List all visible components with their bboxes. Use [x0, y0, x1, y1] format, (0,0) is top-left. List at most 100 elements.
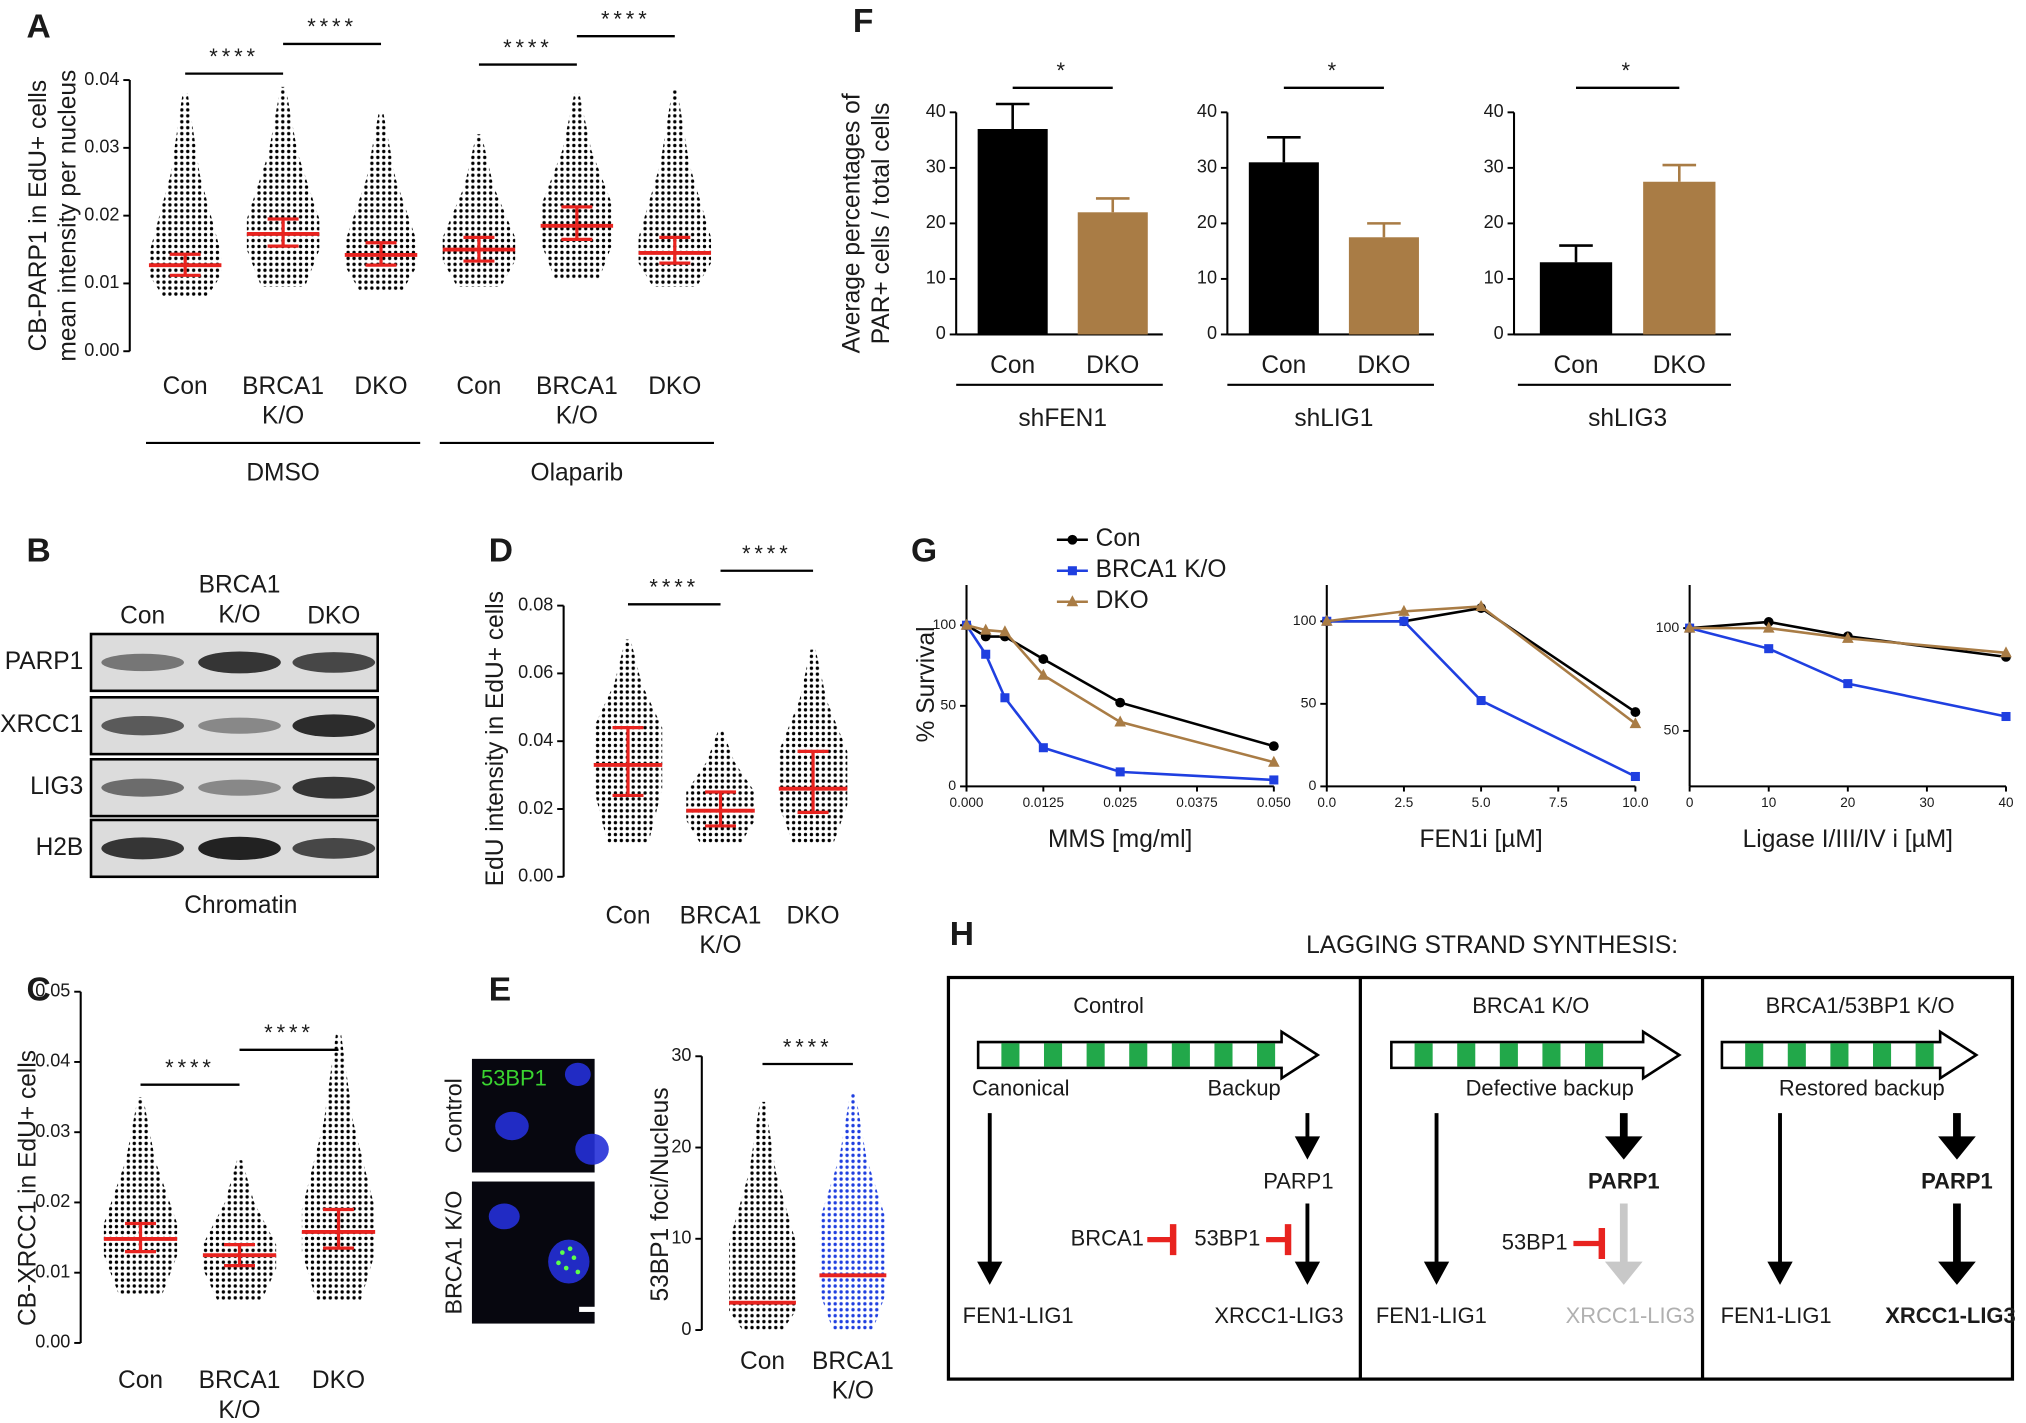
x-axis-title: MMS [mg/ml]	[1048, 826, 1192, 853]
blot-band	[198, 779, 281, 796]
x-tick-label-box: BRCA1 K/O	[812, 1348, 894, 1405]
product-label: FEN1-LIG1	[1721, 1303, 1832, 1328]
y-tick-label: 0	[681, 1319, 691, 1339]
dot-cloud	[778, 649, 848, 843]
y-tick-label: 20	[1197, 212, 1217, 232]
okazaki-fragment	[1043, 1043, 1063, 1067]
significance-label: ****	[742, 541, 792, 566]
focus	[560, 1250, 565, 1255]
data-point	[1399, 616, 1409, 626]
dot-cloud	[103, 1097, 178, 1294]
data-point	[1476, 696, 1486, 706]
arrow-head	[1294, 1136, 1321, 1160]
x-tick-label-box: BRCA1 K/O	[680, 903, 762, 960]
x-tick-label: 0.0375	[1176, 795, 1217, 810]
y-axis-title: % Survival	[913, 626, 941, 743]
y-tick-label: 10	[671, 1228, 691, 1248]
x-tick-label: 40	[1998, 795, 2013, 810]
lane-label-box: DKO	[307, 603, 360, 630]
y-tick-label: 0.00	[35, 1332, 70, 1352]
product-label: XRCC1-LIG3	[1885, 1303, 2015, 1328]
dot-cloud	[148, 93, 222, 297]
x-tick-label: Con	[456, 373, 502, 401]
y-tick-label: 0	[1494, 323, 1504, 343]
significance-label: ****	[264, 1020, 314, 1045]
x-tick-label-box: Con	[163, 373, 208, 400]
x-tick-label: 7.5	[1549, 795, 1568, 810]
y-tick-label: 0.08	[518, 594, 553, 614]
x-tick-label: 0	[1686, 795, 1694, 810]
y-tick-label: 0.01	[84, 272, 119, 292]
arrow-head	[1294, 1261, 1321, 1285]
legend-marker	[1066, 595, 1079, 607]
y-tick-label: 0.01	[35, 1261, 70, 1281]
dot-cloud	[819, 1092, 887, 1331]
data-point	[1629, 717, 1642, 729]
panel-label: D	[489, 533, 513, 570]
nucleus	[495, 1111, 529, 1141]
data-point	[981, 649, 991, 659]
focus	[571, 1255, 577, 1261]
dot-cloud	[301, 1033, 376, 1301]
y-tick-label: 20	[926, 212, 946, 232]
legend-label: DKO	[1096, 587, 1149, 614]
x-tick-label: DKO	[786, 902, 840, 930]
data-point	[1843, 679, 1853, 689]
arrow-head	[1938, 1261, 1976, 1285]
x-tick-label: 5.0	[1472, 795, 1491, 810]
group-label: shLIG1	[1294, 405, 1373, 432]
okazaki-fragment	[1171, 1043, 1190, 1067]
group-label: shLIG3	[1588, 405, 1667, 432]
okazaki-fragment	[1915, 1043, 1934, 1067]
y-tick-label: 50	[1664, 723, 1680, 739]
y-tick-label: 20	[671, 1136, 691, 1156]
data-point	[1037, 668, 1050, 680]
okazaki-fragment	[1499, 1043, 1518, 1067]
y-tick-label: 50	[940, 698, 956, 714]
blot-band	[292, 776, 376, 799]
significance-label: *	[1621, 58, 1633, 83]
y-tick-label: 10	[1484, 268, 1504, 288]
series-line	[965, 624, 1274, 782]
focus	[556, 1260, 561, 1266]
significance-label: *	[1057, 58, 1069, 83]
product-label: XRCC1-LIG3	[1566, 1303, 1695, 1328]
y-tick-label: 10	[1197, 268, 1217, 288]
okazaki-fragment	[1872, 1043, 1892, 1067]
x-tick-label: 10.0	[1622, 795, 1648, 810]
focus	[563, 1265, 569, 1271]
product-label: FEN1-LIG1	[963, 1303, 1074, 1328]
panel-label: F	[853, 3, 874, 40]
data-point	[1115, 697, 1126, 708]
x-tick-label: DKO	[648, 373, 702, 401]
okazaki-fragment	[1086, 1043, 1105, 1067]
protein-label: PARP1	[1263, 1169, 1333, 1194]
panel-label: H	[950, 916, 974, 953]
significance-label: ****	[307, 14, 357, 39]
row-label: H2B	[36, 834, 84, 861]
significance-label: ****	[165, 1055, 215, 1080]
dot-cloud	[202, 1160, 277, 1301]
pathway-label: Canonical	[972, 1076, 1070, 1101]
dot-cloud	[638, 90, 712, 287]
panel-label: E	[489, 972, 511, 1009]
condition-label: BRCA1 K/O	[441, 1190, 468, 1315]
x-tick-label: Con	[117, 1367, 164, 1395]
y-axis-title: CB-XRCC1 in EdU+ cells	[14, 1049, 42, 1327]
okazaki-fragment	[1129, 1043, 1148, 1067]
y-tick-label: 0.04	[518, 730, 553, 750]
y-tick-label: 40	[1197, 101, 1217, 121]
x-tick-label: DKO	[1653, 352, 1706, 379]
diagram-panel-title: BRCA1/53BP1 K/O	[1766, 993, 1955, 1018]
y-axis-title: 53BP1 foci/Nucleus	[647, 1087, 675, 1302]
data-point	[960, 618, 973, 630]
okazaki-fragment	[1457, 1043, 1476, 1067]
x-tick-label: 30	[1919, 795, 1934, 810]
x-tick-label: BRCA1 K/O	[242, 373, 324, 430]
y-tick-label: 0.04	[84, 69, 119, 89]
x-tick-label: 0.025	[1103, 795, 1137, 810]
dot-cloud	[540, 93, 614, 281]
data-point	[1398, 604, 1410, 616]
series-line	[966, 623, 1275, 764]
bar	[1248, 162, 1319, 335]
